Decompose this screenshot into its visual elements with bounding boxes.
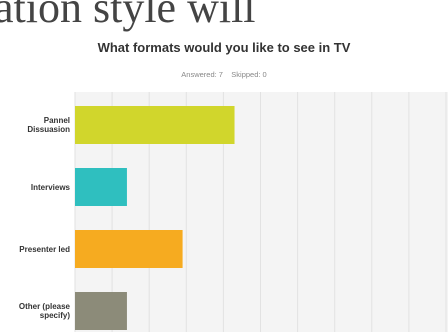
category-label-box: Interviews — [30, 182, 70, 192]
bar — [75, 292, 127, 330]
category-label-box: Presenter led — [19, 244, 70, 254]
category-label-box: Pannel Dissuasion — [27, 116, 70, 134]
bar — [75, 106, 235, 144]
y-tick-label: Presenter led — [19, 244, 70, 254]
y-tick-label: Interviews — [30, 182, 70, 192]
chart-subtitle: Answered: 7 Skipped: 0 — [181, 70, 266, 79]
bar — [75, 230, 183, 268]
chart-title: What formats would you like to see in TV — [98, 40, 351, 55]
category-label-box: Other (please specify) — [18, 302, 70, 320]
bar — [75, 168, 127, 206]
header-fragment: ation style will — [0, 0, 256, 32]
y-tick-label: Other (please specify) — [18, 302, 70, 320]
y-tick-label: Pannel Dissuasion — [27, 116, 70, 134]
